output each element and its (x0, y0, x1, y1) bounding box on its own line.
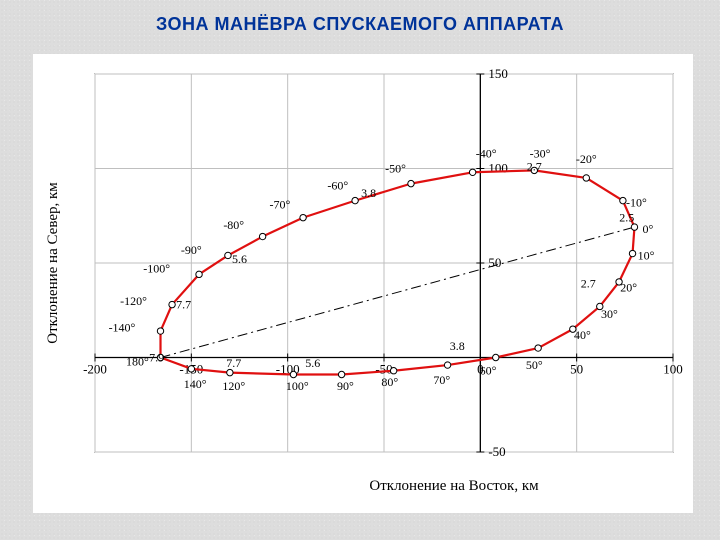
maneuver-zone-chart: -200-150-100-50050100-50501001500°10°20°… (33, 54, 693, 513)
degree-label: -140° (109, 320, 136, 334)
value-annotation: 2.7 (527, 159, 542, 173)
degree-label: 140° (184, 377, 207, 391)
y-tick-label: 100 (488, 161, 508, 176)
y-axis-label: Отклонение на Север, км (45, 182, 61, 344)
data-point (225, 252, 231, 258)
value-annotation: 3.8 (361, 186, 376, 200)
degree-label: -120° (120, 294, 147, 308)
data-point (631, 224, 637, 230)
degree-label: 40° (574, 328, 591, 342)
degree-label: 10° (638, 248, 655, 262)
data-point (469, 169, 475, 175)
degree-label: -80° (223, 218, 244, 232)
value-annotation: 5.6 (305, 356, 320, 370)
data-point (535, 345, 541, 351)
degree-label: 30° (601, 307, 618, 321)
value-annotation: 2.7 (581, 277, 596, 291)
data-point (259, 233, 265, 239)
value-annotation: 2.5 (619, 210, 634, 224)
data-point (290, 371, 296, 377)
degree-label: 120° (222, 379, 245, 393)
data-point (227, 369, 233, 375)
degree-label: -40° (476, 146, 497, 160)
degree-label: 60° (480, 364, 497, 378)
data-point (188, 366, 194, 372)
degree-label: -10° (626, 196, 647, 210)
degree-label: -100° (143, 262, 170, 276)
data-point (583, 175, 589, 181)
data-point (157, 328, 163, 334)
degree-label: 100° (286, 379, 309, 393)
degree-label: 80° (381, 375, 398, 389)
degree-label: 50° (526, 358, 543, 372)
value-annotation: 7.9 (149, 350, 164, 364)
data-point (629, 250, 635, 256)
degree-label: 70° (433, 373, 450, 387)
data-point (169, 301, 175, 307)
degree-label: -70° (270, 197, 291, 211)
x-tick-label: -200 (83, 362, 107, 377)
x-tick-label: 50 (570, 362, 583, 377)
data-point (444, 362, 450, 368)
x-axis-label: Отклонение на Восток, км (369, 478, 539, 494)
data-point (196, 271, 202, 277)
data-point (408, 180, 414, 186)
degree-label: 180° (126, 354, 149, 368)
degree-label: 20° (620, 281, 637, 295)
degree-label: -30° (530, 146, 551, 160)
data-point (338, 371, 344, 377)
degree-label: -60° (327, 179, 348, 193)
data-point (493, 354, 499, 360)
degree-label: 0° (643, 222, 654, 236)
data-point (300, 214, 306, 220)
value-annotation: 7.7 (176, 297, 191, 311)
degree-label: -20° (576, 152, 597, 166)
data-point (390, 368, 396, 374)
x-tick-label: 100 (663, 362, 683, 377)
value-annotation: 5.6 (232, 252, 247, 266)
degree-label: 90° (337, 379, 354, 393)
y-tick-label: -50 (488, 444, 505, 459)
degree-label: -90° (181, 243, 202, 257)
chart-panel: -200-150-100-50050100-50501001500°10°20°… (33, 54, 693, 513)
y-tick-label: 150 (488, 66, 508, 81)
value-annotation: 7.7 (226, 356, 241, 370)
degree-label: -50° (385, 162, 406, 176)
page-title: ЗОНА МАНЁВРА СПУСКАЕМОГО АППАРАТА (0, 14, 720, 35)
y-tick-label: 50 (488, 255, 501, 270)
value-annotation: 3.8 (450, 339, 465, 353)
data-point (352, 197, 358, 203)
